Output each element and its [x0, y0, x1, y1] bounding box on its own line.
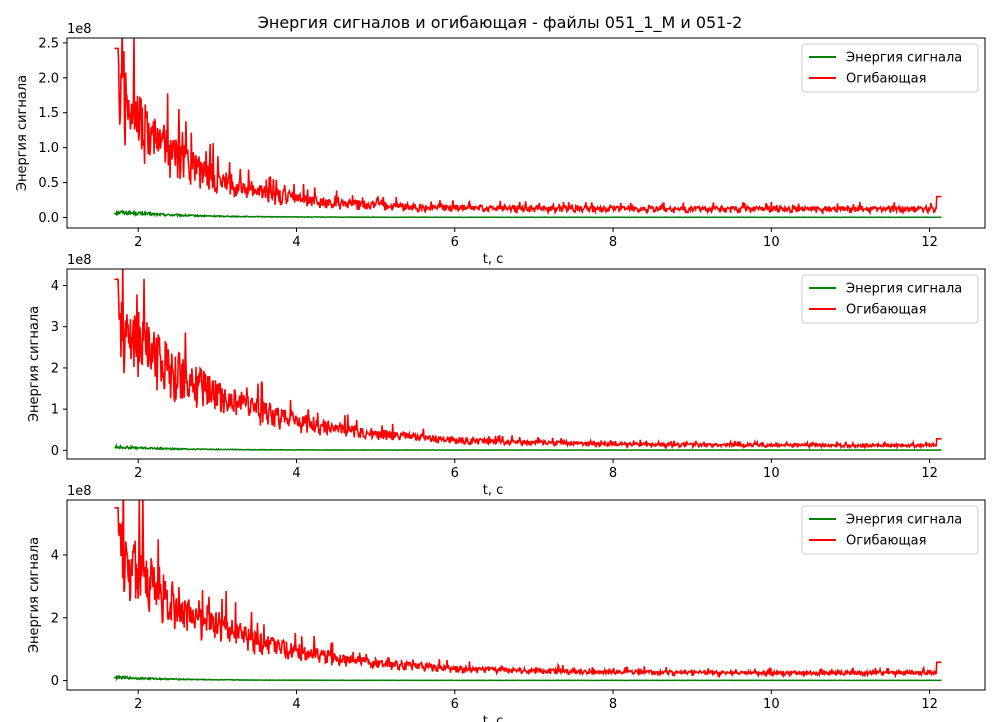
axes-frame: [66, 37, 986, 229]
figure-title: Энергия сигналов и огибающая - файлы 051…: [258, 13, 743, 33]
x-axis-label: t, c: [483, 483, 504, 498]
y-tick-label: 2: [51, 611, 59, 626]
legend-label: Энергия сигнала: [846, 513, 962, 528]
x-tick-label: 4: [292, 466, 300, 481]
series-line-energy: [113, 208, 942, 219]
y-axis-label: Энергия сигнала: [27, 306, 42, 422]
x-axis-label: t, c: [483, 252, 504, 267]
y-tick-label: 1.0: [38, 141, 59, 156]
legend-box: [801, 43, 979, 93]
legend-label: Энергия сигнала: [846, 282, 962, 297]
y-tick-label: 2: [51, 361, 59, 376]
x-tick-label: 10: [763, 235, 780, 250]
legend: Энергия сигнала Огибающая: [801, 274, 979, 324]
x-tick-label: 8: [609, 466, 617, 481]
x-tick-label: 12: [921, 697, 938, 712]
series-line-energy: [113, 674, 942, 682]
y-tick-label: 1: [51, 403, 59, 418]
y-tick-label: 4: [51, 279, 59, 294]
y-tick-label: 0.5: [38, 176, 59, 191]
legend-label: Огибающая: [846, 72, 926, 87]
legend: Энергия сигнала Огибающая: [801, 43, 979, 93]
x-tick-label: 6: [451, 235, 459, 250]
x-tick-label: 6: [451, 697, 459, 712]
y-offset-text: 1e8: [67, 484, 92, 499]
legend: Энергия сигнала Огибающая: [801, 505, 979, 555]
x-tick-label: 12: [921, 466, 938, 481]
legend-box: [801, 274, 979, 324]
axes-frame: [66, 499, 986, 691]
y-tick-label: 1.5: [38, 106, 59, 121]
legend-label: Огибающая: [846, 303, 926, 318]
series-group: [113, 500, 942, 682]
series-line-energy: [114, 442, 942, 451]
series-line-envelope: [114, 500, 942, 679]
x-tick-label: 4: [292, 697, 300, 712]
x-tick-label: 2: [134, 466, 142, 481]
x-tick-label: 10: [763, 466, 780, 481]
y-offset-text: 1e8: [67, 22, 92, 37]
x-tick-label: 4: [292, 235, 300, 250]
legend-box: [801, 505, 979, 555]
y-tick-label: 0.0: [38, 211, 59, 226]
x-tick-label: 2: [134, 235, 142, 250]
subplot-1: 2 4 6 8 10 12 0.0 0.5 1.0 1.5 2.0 2.5 1e8 t, c Энергия…: [15, 22, 986, 267]
x-tick-label: 12: [921, 235, 938, 250]
y-tick-label: 0: [51, 674, 59, 689]
y-tick-label: 2.0: [38, 71, 59, 86]
y-tick-label: 2.5: [38, 36, 59, 51]
y-axis-label: Энергия сигнала: [27, 537, 42, 653]
x-axis-label: t, c: [483, 714, 504, 722]
series-line-envelope: [114, 38, 942, 216]
y-tick-label: 3: [51, 320, 59, 335]
x-tick-label: 8: [609, 697, 617, 712]
legend-label: Огибающая: [846, 534, 926, 549]
y-tick-label: 4: [51, 548, 59, 563]
x-tick-label: 2: [134, 697, 142, 712]
y-axis-label: Энергия сигнала: [15, 75, 30, 191]
series-group: [113, 38, 942, 219]
x-tick-label: 8: [609, 235, 617, 250]
y-tick-label: 0: [51, 444, 59, 459]
x-tick-label: 10: [763, 697, 780, 712]
y-offset-text: 1e8: [67, 253, 92, 268]
series-group: [114, 269, 942, 451]
legend-label: Энергия сигнала: [846, 51, 962, 66]
x-tick-label: 6: [451, 466, 459, 481]
series-line-envelope: [114, 269, 942, 451]
axes-frame: [66, 268, 986, 460]
